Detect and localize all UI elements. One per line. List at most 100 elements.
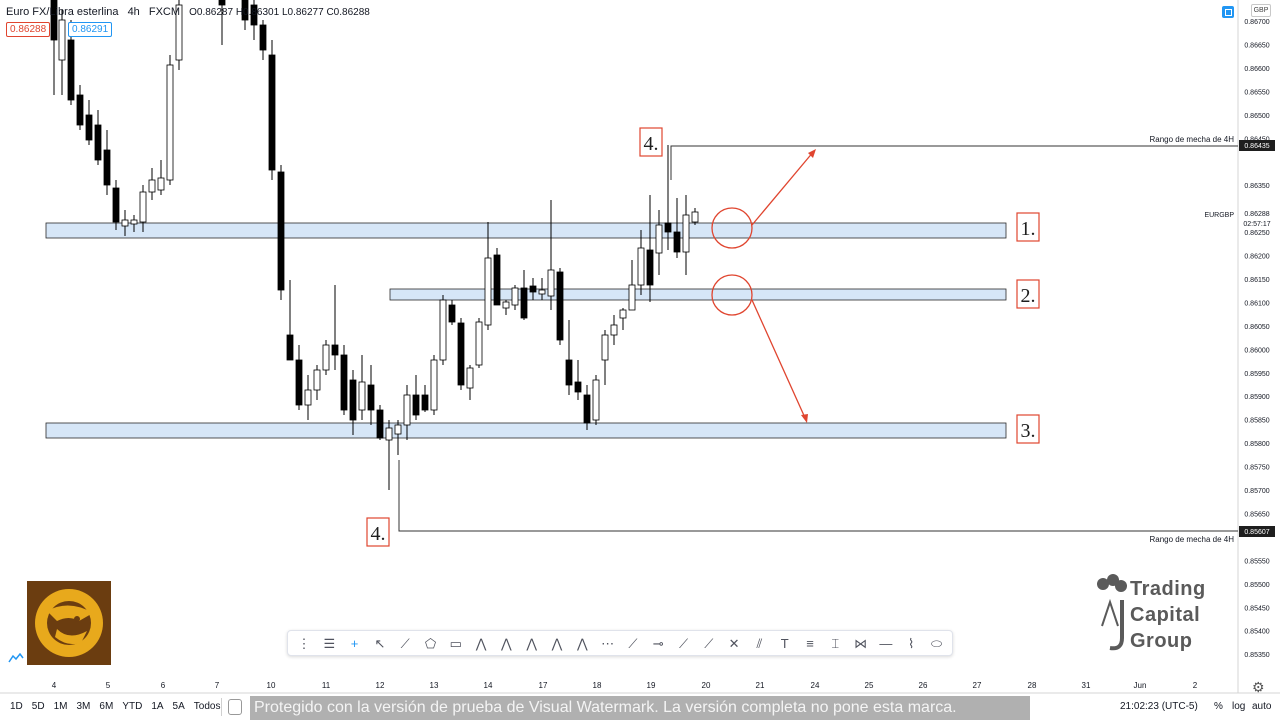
wxyz-pattern-icon[interactable]: ⋀ [526,636,538,651]
support-zone-3[interactable] [45,422,1007,439]
abcd-pattern-icon[interactable]: ⋀ [501,636,512,651]
symbol-name[interactable]: Euro FX/Libra esterlina [6,6,119,18]
head-shoulders-icon[interactable]: ⋈ [854,636,868,651]
date-range-icon[interactable] [228,699,242,715]
candle-body [358,381,366,411]
price-axis[interactable]: 0.86700 0.86650 0.86600 0.86550 0.86500 0.864… [1244,19,1269,659]
time-axis[interactable]: 4 5 6 7 10 11 12 13 14 17 18 19 20 21 24 25 26 27 28 31 Jun 2 [52,681,1198,690]
horizontal-line-icon[interactable]: — [879,636,893,651]
timeframe-3m[interactable]: 3M [76,701,91,712]
gear-icon[interactable]: ⚙ [1252,679,1265,695]
horizontal-ray-icon[interactable]: ⊸ [652,636,664,651]
candle-body [85,114,93,141]
rectangle-icon[interactable]: ▭ [449,636,462,651]
lower-wick-price-flag [1239,526,1275,537]
log-toggle[interactable]: log [1232,701,1246,712]
abc-pattern-icon[interactable]: ⋀ [551,636,563,651]
candle-body [130,219,138,225]
clock[interactable]: 21:02:23 (UTC-5) [1120,701,1198,712]
data-source: FXCM [148,6,181,18]
lower-wick-price: 0.85607 [1244,529,1269,536]
sell-button[interactable]: 0.86288 [6,22,51,37]
price-tick-label: 0.85700 [1244,488,1269,495]
candle-body [646,249,654,286]
price-tick-label: 0.86200 [1244,254,1269,261]
timeframe-5a[interactable]: 5A [172,701,185,712]
horizontal-lines-icon[interactable]: ☰ [323,636,336,651]
timeframe-todos[interactable]: Todos [193,701,221,712]
screenshot-icon[interactable] [1222,6,1234,18]
line-icon[interactable]: ⟋ [628,636,638,651]
price-tick-label: 0.85350 [1244,652,1269,659]
interval[interactable]: 4h [127,6,140,18]
lower-wick-badge[interactable]: 4. [366,517,390,547]
time-tick-label: 10 [267,681,276,690]
candle-body [148,179,156,193]
chart-header: Euro FX/Libra esterlina 4h FXCM O0.86287… [6,6,376,18]
text-icon[interactable]: T [780,636,789,651]
buy-button[interactable]: 0.86291 [68,22,113,37]
timeframe-ytd[interactable]: YTD [122,701,143,712]
candle-body [493,254,501,306]
extended-line-icon[interactable]: ⟋ [704,636,714,651]
pattern-nodes-icon[interactable]: ⋯ [601,636,615,651]
candle-body [529,285,537,293]
time-tick-label: 13 [430,681,439,690]
arrow-up-line[interactable] [751,150,815,226]
price-tick-label: 0.86150 [1244,277,1269,284]
zone-2-badge[interactable]: 2. [1016,279,1040,309]
upper-wick-range-line[interactable] [670,145,1238,180]
support-zone-1[interactable] [45,222,1007,239]
time-tick-label: 4 [52,681,57,690]
candle-body [619,309,627,319]
upper-range-label: Rango de mecha de 4H [1150,135,1235,144]
brand-line-3: Group [1130,630,1193,652]
time-tick-label: 5 [106,681,111,690]
price-tick-label: 0.85550 [1244,558,1269,565]
cross-lines-icon[interactable]: ✕ [728,636,740,651]
tradingview-icon[interactable] [8,653,24,663]
timeframe-1d[interactable]: 1D [10,701,23,712]
wave-icon[interactable]: ⌇ [908,636,915,651]
ellipse-icon[interactable]: ⬭ [930,636,943,651]
circle-marker-zone-2[interactable] [711,274,753,316]
percent-toggle[interactable]: % [1214,701,1223,712]
timeframe-5d[interactable]: 5D [31,701,45,712]
zone-1-badge[interactable]: 1. [1016,212,1040,242]
trend-line-icon[interactable]: ⟋ [400,636,410,651]
candle-body [475,321,483,366]
candle-body [592,379,600,421]
levels-icon[interactable]: ≡ [806,636,814,651]
candle-body [50,0,58,41]
price-tick-label: 0.86000 [1244,347,1269,354]
timeframe-6m[interactable]: 6M [99,701,114,712]
candle-body [601,334,609,361]
price-range-icon[interactable]: ⌶ [831,636,840,651]
candle-body [58,19,66,61]
xabcd-pattern-icon[interactable]: ⋀ [475,636,487,651]
support-zone-2[interactable] [389,288,1007,301]
timeframe-1m[interactable]: 1M [53,701,68,712]
cursor-icon[interactable]: ↖ [374,636,386,651]
crosshair-icon[interactable]: + [350,636,359,651]
upper-wick-badge[interactable]: 4. [639,127,663,157]
ray-icon[interactable]: ⟋ [678,636,689,651]
zone-3-badge[interactable]: 3. [1016,414,1040,444]
polygon-icon[interactable]: ⬠ [424,636,437,651]
drag-handle-icon[interactable]: ⋮ [297,636,311,651]
eagle-icon [35,589,103,657]
wy-pattern-icon[interactable]: ⋀ [576,636,588,651]
candle-body [511,287,519,306]
brand-line-2: Capital [1130,604,1201,626]
candle-body [295,359,303,406]
price-tick-label: 0.85900 [1244,394,1269,401]
circle-marker-zone-1[interactable] [711,207,753,249]
timeframe-1a[interactable]: 1A [151,701,164,712]
auto-toggle[interactable]: auto [1252,701,1272,712]
currency-label[interactable]: GBP [1251,4,1271,17]
parallel-channel-icon[interactable]: ⫽ [756,636,763,651]
arrow-down-line[interactable] [751,299,807,421]
lower-wick-range-line[interactable] [398,460,1238,532]
candle-body [691,211,699,223]
